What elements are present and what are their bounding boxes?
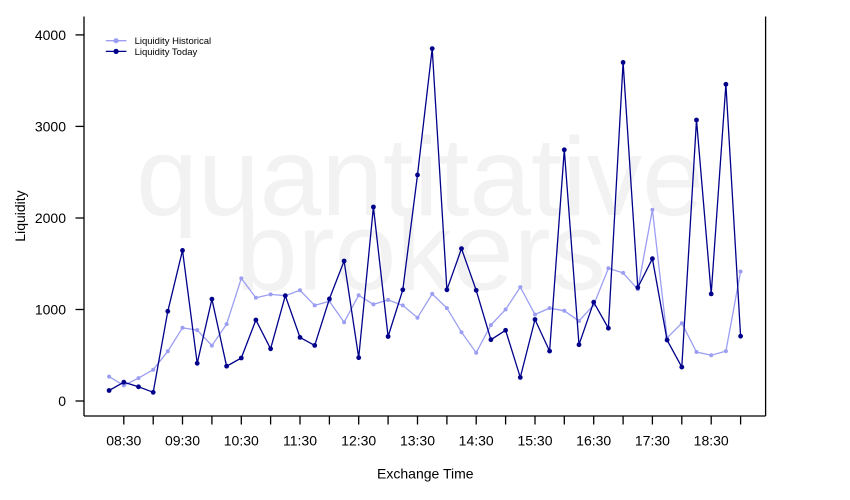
svg-text:12:30: 12:30: [341, 433, 376, 449]
svg-text:1000: 1000: [35, 302, 66, 318]
svg-text:0: 0: [58, 393, 66, 409]
svg-text:10:30: 10:30: [224, 433, 259, 449]
svg-text:Liquidity Today: Liquidity Today: [135, 47, 198, 58]
svg-text:Liquidity: Liquidity: [12, 190, 28, 241]
svg-text:4000: 4000: [35, 27, 66, 43]
svg-text:15:30: 15:30: [517, 433, 552, 449]
svg-text:brokers: brokers: [236, 190, 606, 314]
svg-text:11:30: 11:30: [283, 433, 317, 449]
svg-text:Liquidity Historical: Liquidity Historical: [135, 36, 212, 47]
svg-text:14:30: 14:30: [459, 433, 494, 449]
svg-text:Exchange Time: Exchange Time: [377, 465, 474, 481]
svg-text:quantitative: quantitative: [136, 115, 704, 239]
svg-text:2000: 2000: [35, 210, 66, 226]
svg-text:18:30: 18:30: [694, 433, 729, 449]
svg-text:17:30: 17:30: [635, 433, 670, 449]
svg-text:13:30: 13:30: [400, 433, 435, 449]
svg-text:08:30: 08:30: [106, 433, 141, 449]
svg-text:09:30: 09:30: [165, 433, 200, 449]
svg-text:16:30: 16:30: [576, 433, 611, 449]
svg-text:3000: 3000: [35, 118, 66, 134]
